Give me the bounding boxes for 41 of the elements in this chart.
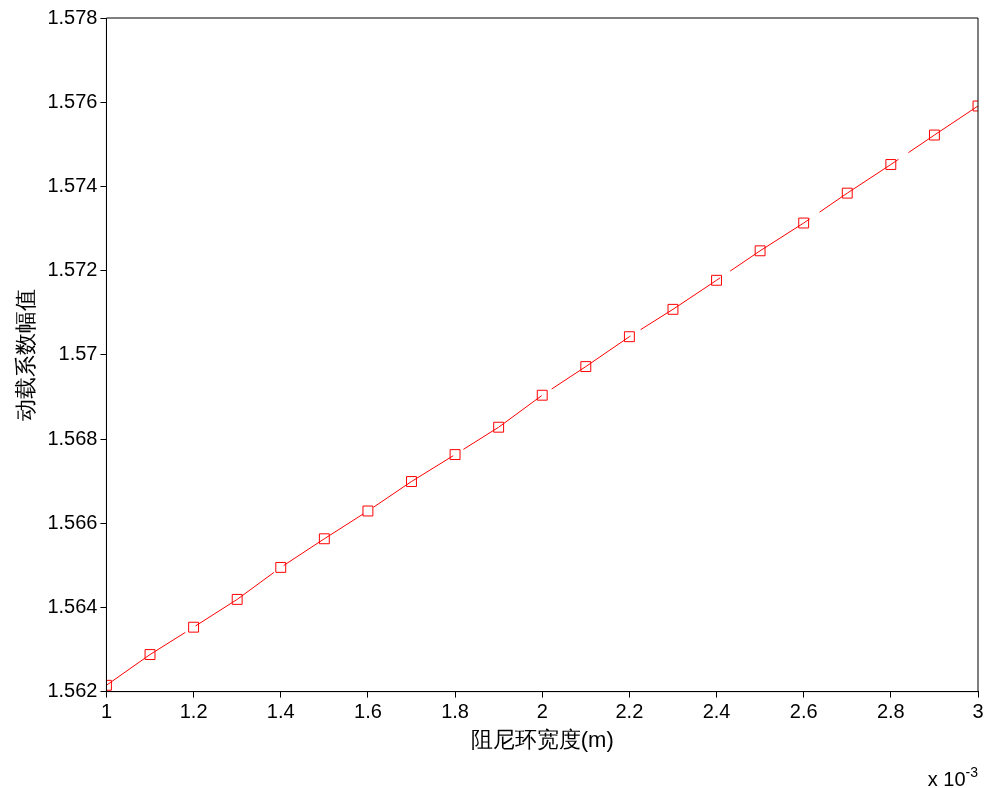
x-tick-label: 1.8 [441, 700, 469, 723]
point [667, 303, 679, 315]
point [754, 245, 766, 257]
point [580, 361, 592, 373]
point [623, 331, 635, 343]
point [798, 217, 810, 229]
x-tick-label: 2.8 [876, 700, 905, 723]
point [536, 389, 548, 401]
point [449, 449, 461, 461]
point [841, 187, 853, 199]
y-tick-label: 1.562 [47, 679, 98, 702]
y-tick-label: 1.568 [47, 426, 98, 449]
x-tick-label: 1.2 [179, 700, 208, 723]
point [406, 476, 417, 487]
x-axis-title: 阻尼环宽度(m) [470, 726, 614, 752]
point [318, 533, 330, 545]
point [144, 649, 156, 660]
point [362, 505, 374, 517]
point [885, 159, 897, 170]
x-tick-label: 2.2 [615, 700, 644, 723]
point [231, 593, 243, 605]
y-tick-label: 1.57 [58, 342, 98, 365]
x-tick-label: 1.6 [354, 700, 382, 723]
x-tick-label: 2.4 [702, 700, 731, 723]
x-tick-label: 3 [972, 700, 984, 723]
point [928, 129, 940, 141]
y-tick-label: 1.576 [47, 89, 98, 112]
y-tick-label: 1.566 [47, 510, 98, 533]
x-tick-label: 1 [100, 700, 113, 723]
point [188, 621, 200, 633]
point [493, 421, 505, 433]
y-tick-label: 1.578 [47, 5, 98, 28]
y-tick-label: 1.572 [47, 258, 98, 281]
y-tick-label: 1.564 [47, 594, 98, 617]
x-tick-label: 2.6 [789, 700, 818, 723]
point [275, 561, 287, 573]
y-axis-title: 动载系数幅值 [13, 288, 39, 421]
x-tick-label: 1.4 [266, 700, 295, 723]
point [711, 274, 722, 286]
y-tick-label: 1.574 [47, 173, 98, 196]
x-tick-label: 2 [536, 700, 548, 723]
